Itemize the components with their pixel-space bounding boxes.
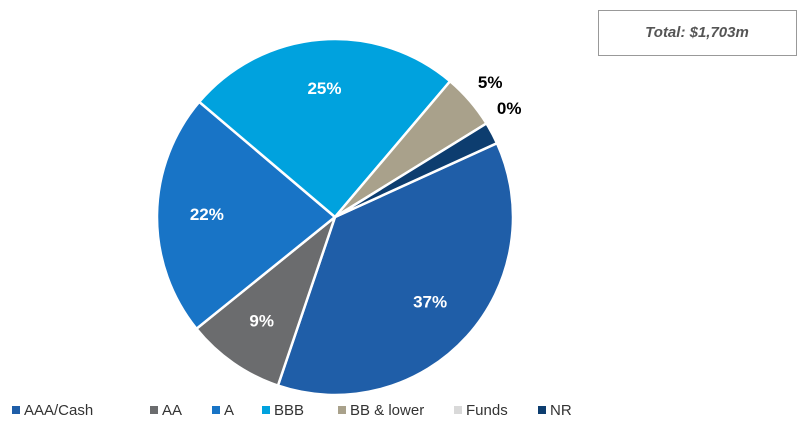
pie-slice: [194, 213, 338, 388]
data-label: 22%: [190, 205, 224, 224]
legend-marker: [12, 406, 20, 414]
pie-slice: [334, 121, 499, 219]
legend-label: A: [224, 402, 234, 419]
legend-marker: [338, 406, 346, 414]
total-box: [598, 10, 797, 56]
legend-label: NR: [550, 402, 572, 419]
pie-slice: [155, 100, 337, 331]
data-label: 25%: [307, 79, 341, 98]
legend-marker: [212, 406, 220, 414]
legend-marker: [538, 406, 546, 414]
data-label: 5%: [478, 73, 503, 92]
legend-marker: [454, 406, 462, 414]
legend-label: BBB: [274, 402, 304, 419]
legend-label: AAA/Cash: [24, 402, 93, 419]
total-annotation: Total: $1,703m: [645, 24, 749, 41]
pie-slice: [276, 141, 515, 397]
data-label: 0%: [497, 99, 522, 118]
legend-label: Funds: [466, 402, 508, 419]
legend-label: BB & lower: [350, 402, 424, 419]
legend-marker: [150, 406, 158, 414]
data-label: 9%: [249, 312, 274, 331]
legend-marker: [262, 406, 270, 414]
legend-label: AA: [162, 402, 182, 419]
data-label: 37%: [413, 292, 447, 311]
pie-slice: [197, 37, 452, 219]
